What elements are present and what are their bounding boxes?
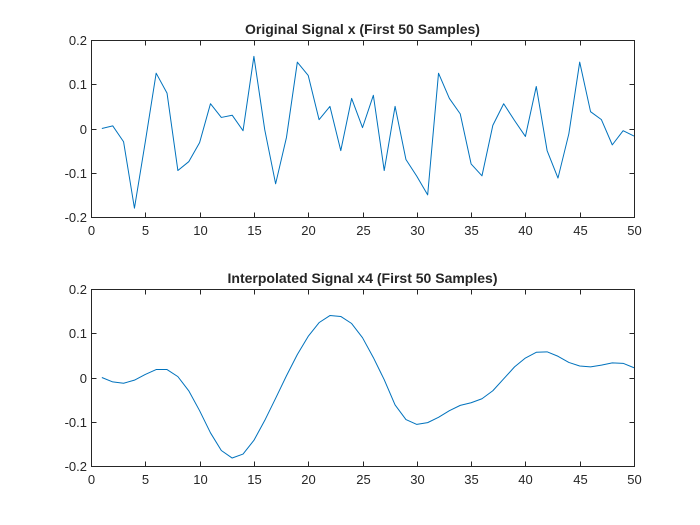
x-tick-label: 45	[573, 223, 587, 238]
x-tick-label: 40	[518, 223, 532, 238]
y-ticks-top: -0.2 -0.1 0 0.1 0.2	[65, 33, 635, 225]
x-ticks-bottom: 0 5 10 15 20 25 30 35 40 45 50	[88, 289, 642, 487]
y-tick-label: -0.2	[65, 210, 87, 225]
y-tick-label: 0.1	[69, 77, 87, 92]
series-line-bottom	[101, 315, 635, 459]
axes-bottom: Interpolated Signal x4 (First 50 Samples…	[65, 270, 642, 487]
x-tick-label: 10	[193, 472, 207, 487]
x-tick-label: 25	[356, 472, 370, 487]
x-tick-label: 35	[464, 223, 478, 238]
x-tick-label: 45	[573, 472, 587, 487]
axes-box-bottom	[91, 289, 635, 467]
x-tick-label: 50	[627, 472, 641, 487]
chart-title-bottom: Interpolated Signal x4 (First 50 Samples…	[228, 270, 498, 286]
y-tick-label: 0.2	[69, 282, 87, 297]
x-tick-label: 30	[410, 472, 424, 487]
y-tick-label: -0.2	[65, 459, 87, 474]
x-ticks-top: 0 5 10 15 20 25 30 35 40 45 50	[88, 40, 642, 238]
y-tick-label: 0	[80, 371, 87, 386]
x-tick-label: 15	[247, 472, 261, 487]
x-tick-label: 5	[142, 472, 149, 487]
y-tick-label: 0.2	[69, 33, 87, 48]
x-tick-label: 0	[88, 223, 95, 238]
y-tick-label: 0.1	[69, 326, 87, 341]
x-tick-label: 5	[142, 223, 149, 238]
x-tick-label: 35	[464, 472, 478, 487]
x-tick-label: 0	[88, 472, 95, 487]
x-tick-label: 10	[193, 223, 207, 238]
x-tick-label: 30	[410, 223, 424, 238]
axes-box-top	[91, 40, 635, 218]
y-tick-label: 0	[80, 122, 87, 137]
x-tick-label: 20	[301, 223, 315, 238]
y-tick-label: -0.1	[65, 415, 87, 430]
axes-top: Original Signal x (First 50 Samples) -0.…	[65, 21, 642, 238]
chart-title-top: Original Signal x (First 50 Samples)	[245, 21, 480, 37]
x-tick-label: 20	[301, 472, 315, 487]
x-tick-label: 50	[627, 223, 641, 238]
x-tick-label: 25	[356, 223, 370, 238]
x-tick-label: 15	[247, 223, 261, 238]
plot-area-bottom	[91, 289, 634, 466]
y-tick-label: -0.1	[65, 166, 87, 181]
x-tick-label: 40	[518, 472, 532, 487]
series-line-top	[101, 55, 635, 209]
